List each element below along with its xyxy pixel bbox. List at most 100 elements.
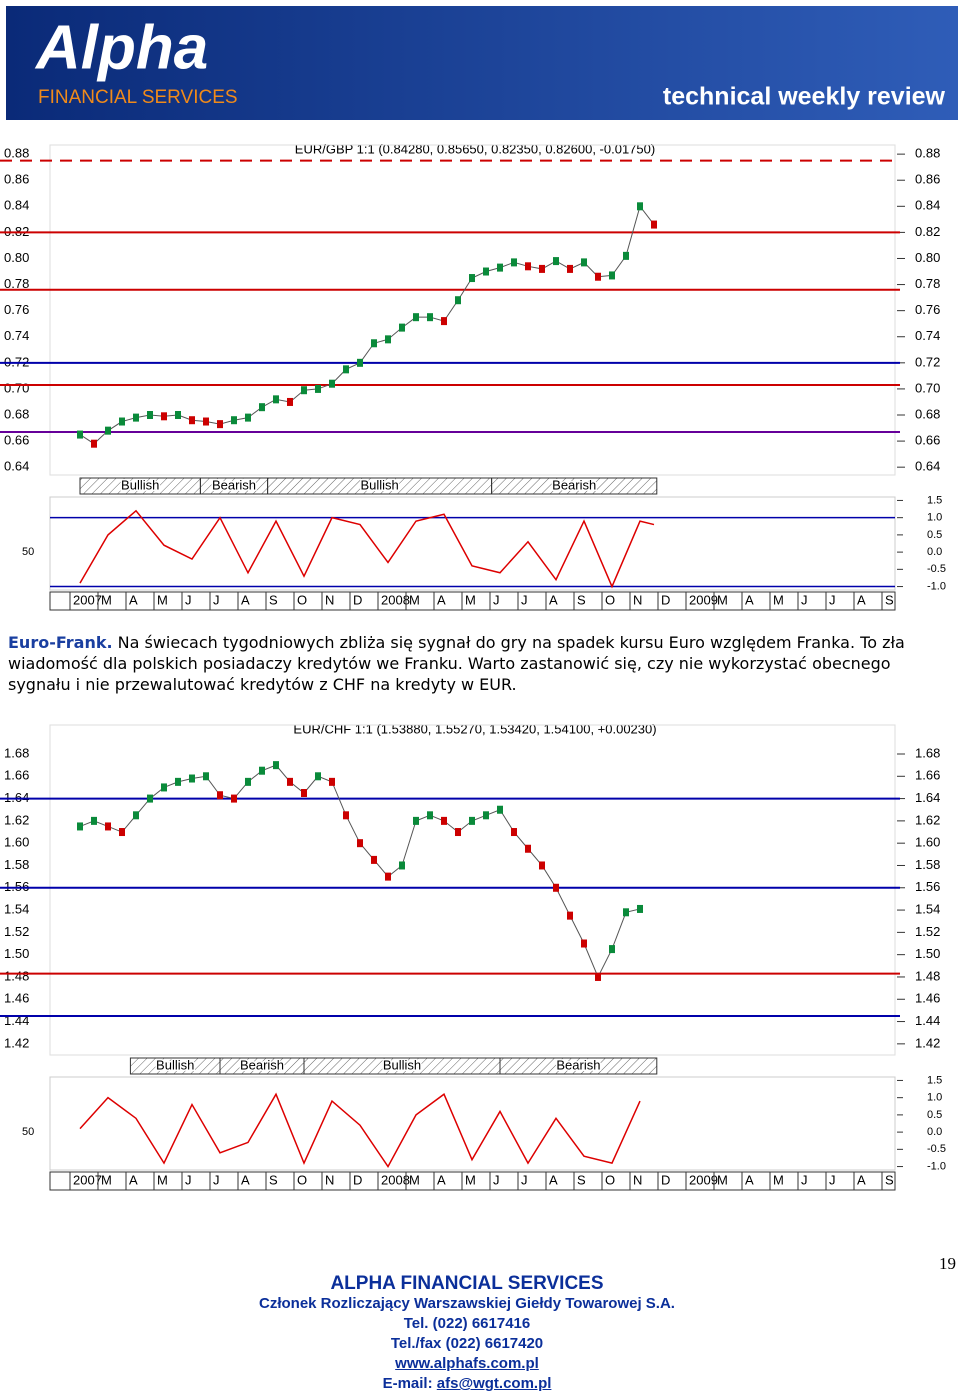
month-label: J bbox=[829, 1172, 836, 1187]
signal-label: Bullish bbox=[360, 477, 398, 492]
price-line bbox=[79, 764, 641, 979]
candle bbox=[413, 816, 419, 825]
email-label: E-mail: bbox=[382, 1375, 433, 1392]
candle bbox=[497, 805, 503, 814]
month-label: S bbox=[577, 592, 586, 607]
y-tick-label: 0.86 bbox=[915, 172, 940, 187]
y-tick-label: 1.62 bbox=[4, 812, 29, 827]
osc-tick-label: 0.5 bbox=[927, 529, 942, 541]
month-label: O bbox=[605, 1172, 615, 1187]
month-label: D bbox=[661, 1172, 670, 1187]
month-label: J bbox=[801, 592, 808, 607]
candle bbox=[301, 386, 307, 395]
y-tick-label: 0.82 bbox=[915, 224, 940, 239]
logo-tagline: FINANCIAL SERVICES bbox=[38, 87, 238, 108]
candle bbox=[525, 262, 531, 271]
month-label: A bbox=[241, 592, 250, 607]
y-tick-label: 1.68 bbox=[4, 745, 29, 760]
y-tick-label: 1.68 bbox=[915, 745, 940, 760]
month-label: D bbox=[353, 592, 362, 607]
candle bbox=[203, 417, 209, 426]
y-tick-label: 0.76 bbox=[915, 302, 940, 317]
y-tick-label: 0.68 bbox=[4, 406, 29, 421]
candle bbox=[301, 789, 307, 798]
tel: Tel. (022) 6617416 bbox=[403, 1315, 531, 1332]
y-tick-label: 0.68 bbox=[915, 406, 940, 421]
candle bbox=[245, 413, 251, 422]
candle bbox=[259, 403, 265, 412]
candle bbox=[77, 822, 83, 831]
month-label: S bbox=[269, 1172, 278, 1187]
candle bbox=[329, 777, 335, 786]
signal-label: Bearish bbox=[212, 477, 256, 492]
y-tick-label: 1.60 bbox=[4, 835, 29, 850]
y-tick-label: 0.88 bbox=[915, 146, 940, 161]
candle bbox=[553, 883, 559, 892]
candle bbox=[385, 335, 391, 344]
y-tick-label: 1.52 bbox=[915, 924, 940, 939]
y-tick-label: 0.70 bbox=[915, 380, 940, 395]
y-tick-label: 0.86 bbox=[4, 172, 29, 187]
candle bbox=[343, 811, 349, 820]
email[interactable]: afs@wgt.com.pl bbox=[436, 1375, 552, 1392]
osc-area bbox=[49, 496, 896, 591]
candle bbox=[623, 908, 629, 917]
candle bbox=[231, 794, 237, 803]
candle bbox=[427, 313, 433, 322]
month-label: J bbox=[185, 592, 192, 607]
y-tick-label: 0.74 bbox=[915, 328, 940, 343]
osc-tick-label: 0.5 bbox=[927, 1109, 942, 1121]
month-label: 2009 bbox=[689, 592, 718, 607]
y-tick-label: 0.74 bbox=[4, 328, 29, 343]
candle bbox=[245, 777, 251, 786]
candle bbox=[119, 828, 125, 837]
candle bbox=[161, 412, 167, 421]
month-label: M bbox=[717, 1172, 728, 1187]
candle bbox=[469, 274, 475, 283]
month-label: A bbox=[129, 592, 138, 607]
y-tick-label: 0.64 bbox=[4, 459, 29, 474]
y-tick-label: 1.42 bbox=[915, 1035, 940, 1050]
candle bbox=[623, 251, 629, 260]
candle bbox=[553, 257, 559, 266]
candle bbox=[399, 861, 405, 870]
y-tick-label: 0.76 bbox=[4, 302, 29, 317]
month-label: M bbox=[717, 592, 728, 607]
month-label: M bbox=[409, 592, 420, 607]
candle bbox=[175, 777, 181, 786]
y-tick-label: 1.64 bbox=[4, 790, 29, 805]
y-tick-label: 1.58 bbox=[915, 857, 940, 872]
month-axis bbox=[49, 1171, 896, 1191]
candle bbox=[637, 202, 643, 211]
candle bbox=[147, 794, 153, 803]
candle bbox=[567, 264, 573, 273]
y-tick-label: 0.64 bbox=[915, 459, 940, 474]
candle bbox=[273, 395, 279, 404]
month-label: J bbox=[801, 1172, 808, 1187]
y-tick-label: 0.88 bbox=[4, 146, 29, 161]
candle bbox=[371, 339, 377, 348]
month-label: M bbox=[409, 1172, 420, 1187]
month-label: A bbox=[745, 1172, 754, 1187]
candle bbox=[483, 267, 489, 276]
www[interactable]: www.alphafs.com.pl bbox=[395, 1355, 539, 1372]
candle bbox=[77, 430, 83, 439]
y-tick-label: 1.66 bbox=[4, 768, 29, 783]
y-tick-label: 1.56 bbox=[915, 879, 940, 894]
y-tick-label: 1.62 bbox=[915, 812, 940, 827]
candle bbox=[315, 772, 321, 781]
candle bbox=[483, 811, 489, 820]
candle bbox=[525, 844, 531, 853]
candle bbox=[441, 317, 447, 326]
y-tick-label: 0.66 bbox=[4, 433, 29, 448]
candle bbox=[609, 945, 615, 954]
month-label: 2007 bbox=[73, 1172, 102, 1187]
osc-tick-label: -0.5 bbox=[927, 563, 946, 575]
chart-title: EUR/GBP 1:1 (0.84280, 0.85650, 0.82350, … bbox=[295, 141, 655, 156]
plot-area bbox=[49, 724, 896, 1056]
month-label: O bbox=[297, 1172, 307, 1187]
month-label: 2007 bbox=[73, 592, 102, 607]
month-label: 2009 bbox=[689, 1172, 718, 1187]
